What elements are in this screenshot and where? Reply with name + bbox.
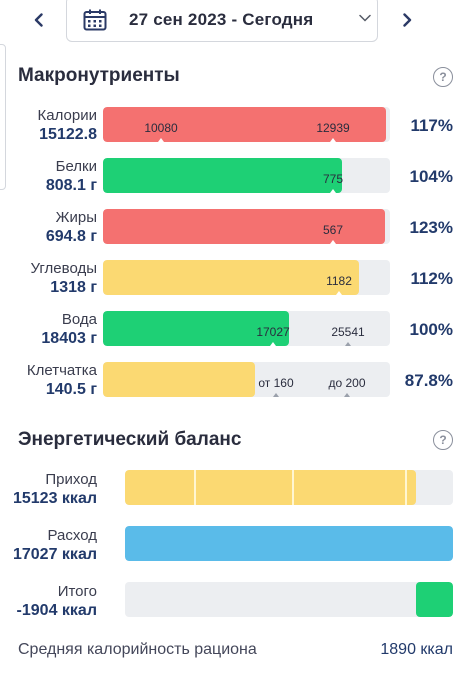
bar-mark-label: 10080 <box>144 121 178 135</box>
date-navigation-bar: 27 сен 2023 - Сегодня <box>0 0 461 42</box>
macro-bar-fill <box>103 260 359 295</box>
macro-bar-fill <box>103 209 386 244</box>
macro-name: Белки <box>55 158 97 175</box>
macro-bar-carbs: 1182 <box>103 260 390 295</box>
chevron-down-icon <box>359 14 371 22</box>
macro-bar-fill <box>103 362 255 397</box>
macro-bar-protein: 775 <box>103 158 390 193</box>
average-calorie-label: Средняя калорийность рациона <box>18 641 257 658</box>
energy-balance-title: Энергетический баланс <box>18 429 242 450</box>
macro-bar-calories: 10080 12939 <box>103 107 390 142</box>
previous-day-button[interactable] <box>24 6 54 34</box>
bar-mark-label: 1182 <box>326 274 352 288</box>
macro-value: 18403 г <box>41 330 97 347</box>
macro-bar-fill <box>103 158 343 193</box>
energy-name: Расход <box>47 527 97 544</box>
macro-row-label: Углеводы 1318 г <box>31 260 97 297</box>
macro-bar-fiber: от 160 до 200 <box>103 362 390 397</box>
bar-mark-label: 25541 <box>331 325 365 339</box>
macro-percent: 104% <box>409 167 453 186</box>
bar-segment-divider <box>292 470 294 505</box>
macro-value: 808.1 г <box>45 177 97 194</box>
bar-tick <box>273 393 279 397</box>
date-range-selector[interactable]: 27 сен 2023 - Сегодня <box>66 0 378 42</box>
bar-mark-label: до 200 <box>328 376 366 390</box>
macro-name: Углеводы <box>30 260 97 277</box>
macro-row-label: Жиры 694.8 г <box>46 209 97 246</box>
energy-name: Итого <box>57 583 97 600</box>
bar-tick <box>344 393 350 397</box>
bar-tick <box>345 342 351 346</box>
energy-value: -1904 ккал <box>16 602 97 619</box>
energy-bar-fill <box>125 526 453 561</box>
macro-percent: 87.8% <box>404 371 453 390</box>
energy-row-label: Расход 17027 ккал <box>13 527 97 564</box>
macro-percent: 100% <box>409 320 453 339</box>
energy-name: Приход <box>45 471 97 488</box>
bar-segment-divider <box>405 470 407 505</box>
energy-bar-fill <box>416 582 453 617</box>
macro-row-label: Клетчатка 140.5 г <box>27 362 97 399</box>
macro-value: 140.5 г <box>45 381 97 398</box>
macro-bar-water: 17027 25541 <box>103 311 390 346</box>
macro-value: 1318 г <box>50 279 97 296</box>
energy-row-label: Приход 15123 ккал <box>13 471 97 508</box>
macro-name: Вода <box>61 311 97 328</box>
macro-row-label: Белки 808.1 г <box>46 158 97 195</box>
macro-name: Клетчатка <box>26 362 97 379</box>
macronutrients-help-icon[interactable]: ? <box>433 67 453 87</box>
bar-tick <box>330 189 336 193</box>
date-range-label: 27 сен 2023 - Сегодня <box>129 10 314 29</box>
macro-percent: 112% <box>410 269 453 288</box>
macro-value: 15122.8 <box>39 126 97 143</box>
next-day-button[interactable] <box>392 6 422 34</box>
energy-balance-help-icon[interactable]: ? <box>433 430 453 450</box>
macro-value: 694.8 г <box>45 228 97 245</box>
bar-tick <box>158 138 164 142</box>
macro-bar-fat: 567 <box>103 209 390 244</box>
macro-row-label: Вода 18403 г <box>41 311 97 348</box>
macro-percent: 123% <box>409 218 453 237</box>
bar-tick <box>330 240 336 244</box>
macro-name: Калории <box>37 107 97 124</box>
bar-tick <box>330 138 336 142</box>
calendar-icon <box>83 9 107 31</box>
bar-mark-label: 17027 <box>256 325 290 339</box>
macronutrients-title: Макронутриенты <box>18 65 180 86</box>
energy-bar-expense <box>125 526 453 561</box>
macro-bar-fill <box>103 311 289 346</box>
energy-bar-fill <box>125 470 417 505</box>
macro-percent: 117% <box>410 116 453 135</box>
energy-bar-intake <box>125 470 453 505</box>
macro-name: Жиры <box>55 209 97 226</box>
bar-mark-label: 567 <box>322 223 344 237</box>
macro-row-label: Калории 15122.8 <box>38 107 97 144</box>
bar-tick <box>336 291 342 295</box>
bar-mark-label: 775 <box>322 172 344 186</box>
bar-mark-label: 12939 <box>316 121 350 135</box>
energy-value: 17027 ккал <box>12 546 97 563</box>
energy-bar-total <box>125 582 453 617</box>
energy-value: 15123 ккал <box>12 490 97 507</box>
energy-row-label: Итого -1904 ккал <box>17 583 97 620</box>
chevron-left-icon <box>34 13 43 27</box>
bar-tick <box>270 342 276 346</box>
side-panel-edge <box>0 44 6 190</box>
macro-bar-fill <box>103 107 386 142</box>
average-calorie-value: 1890 ккал <box>380 641 453 658</box>
bar-segment-divider <box>194 470 196 505</box>
bar-mark-label: от 160 <box>258 376 294 390</box>
chevron-right-icon <box>403 13 412 27</box>
